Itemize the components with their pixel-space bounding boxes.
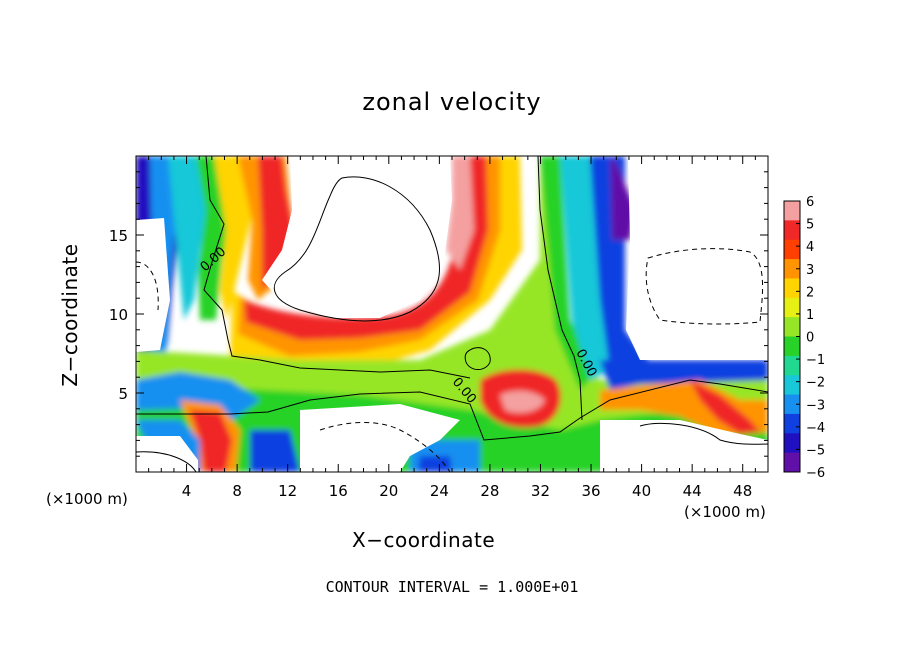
x-tick-label: 8 — [232, 482, 242, 500]
contour-lines — [136, 156, 768, 472]
x-tick-label: 20 — [379, 482, 398, 500]
x-axis-label: X−coordinate — [352, 528, 496, 552]
colorbar-label: 0 — [806, 331, 814, 346]
colorbar-swatch — [784, 278, 800, 299]
colorbar-label: −3 — [806, 398, 825, 413]
colorbar-label: −6 — [806, 466, 825, 481]
field-right-red — [690, 380, 760, 434]
contour-bottom-left — [136, 451, 197, 472]
x-tick-label: 48 — [733, 482, 752, 500]
field-left-red — [258, 156, 294, 290]
y-tick-label: 15 — [109, 227, 128, 245]
x-tick-label: 40 — [632, 482, 651, 500]
field-bottom-blue-c — [418, 456, 452, 472]
contour-left-zero — [203, 156, 471, 379]
y-unit-label: (×1000 m) — [46, 490, 128, 508]
field-left-lower-blue — [136, 372, 260, 420]
x-unit-label: (×1000 m) — [684, 503, 766, 521]
contour-dashed-bottom — [319, 422, 451, 472]
field-vortex-pink — [500, 390, 545, 413]
colorbar: 6 5 4 3 2 1 0 −1 −2 −3 −4 −5 −6 — [783, 195, 825, 481]
colorbar-label: −2 — [806, 376, 825, 391]
colorbar-swatch — [784, 336, 800, 357]
field-right-green-stem — [540, 156, 600, 390]
x-tick-label: 16 — [329, 482, 348, 500]
colorbar-label: 5 — [806, 218, 814, 233]
colorbar-label: 2 — [806, 285, 814, 300]
field-right-purple — [610, 160, 636, 240]
contour-small-loop — [464, 347, 491, 370]
contour-lower-zero — [136, 379, 768, 441]
colorbar-swatch — [784, 433, 800, 454]
white-right-top — [626, 156, 768, 360]
field-left-lower-red — [190, 410, 232, 472]
colorbar-label: 6 — [806, 195, 814, 210]
contour-right-zero — [537, 156, 583, 421]
contour-dashed-left — [136, 261, 159, 311]
colorbar-swatch — [784, 201, 800, 221]
contour-center-ring — [273, 176, 441, 322]
velocity-field — [136, 156, 768, 472]
colorbar-label: 4 — [806, 240, 814, 255]
colorbar-label: 3 — [806, 263, 814, 278]
colorbar-swatch — [784, 259, 800, 279]
colorbar-swatch — [784, 413, 800, 434]
y-tick-label: 5 — [118, 385, 128, 403]
x-tick-label: 44 — [683, 482, 702, 500]
colorbar-swatch — [784, 317, 800, 337]
white-bottom-right — [600, 420, 768, 472]
field-left-cyan — [168, 156, 215, 320]
colorbar-label: 1 — [806, 308, 814, 323]
colorbar-label: −4 — [806, 421, 825, 436]
colorbar-swatch — [784, 394, 800, 415]
contour-dashed-right — [645, 248, 764, 325]
colorbar-swatch — [784, 239, 800, 260]
x-tick-label: 12 — [278, 482, 297, 500]
y-axis: 5 10 15 — [109, 171, 768, 457]
white-bottom-center — [300, 404, 460, 472]
colorbar-swatch — [784, 375, 800, 396]
field-right-cyan — [560, 156, 630, 380]
field-right-blue-strip — [600, 360, 768, 390]
chart-title: zonal velocity — [362, 88, 542, 116]
x-tick-label: 24 — [430, 482, 449, 500]
field-right-blue — [590, 156, 650, 372]
colorbar-swatch — [784, 297, 800, 318]
plot-area: 0.00 0.00 0.00 — [136, 156, 768, 472]
x-tick-label: 36 — [581, 482, 600, 500]
x-tick-label: 4 — [182, 482, 192, 500]
colorbar-label: −5 — [806, 443, 825, 458]
contour-bottom-right — [639, 422, 768, 445]
contour-interval-note: CONTOUR INTERVAL = 1.000E+01 — [325, 578, 579, 596]
y-tick-label: 10 — [109, 306, 128, 324]
contour-dashed-lines — [136, 248, 764, 472]
x-tick-label: 28 — [480, 482, 499, 500]
colorbar-swatch — [784, 220, 800, 241]
x-axis: 4 8 12 16 20 24 28 32 36 40 44 48 — [148, 156, 756, 500]
field-bottom-blue-a — [250, 430, 300, 472]
colorbar-swatch — [784, 452, 800, 473]
white-left-top — [136, 218, 170, 352]
field-center-pink — [446, 156, 474, 270]
colorbar-label: −1 — [806, 353, 825, 368]
colorbar-swatch — [784, 355, 800, 376]
x-tick-label: 32 — [531, 482, 550, 500]
